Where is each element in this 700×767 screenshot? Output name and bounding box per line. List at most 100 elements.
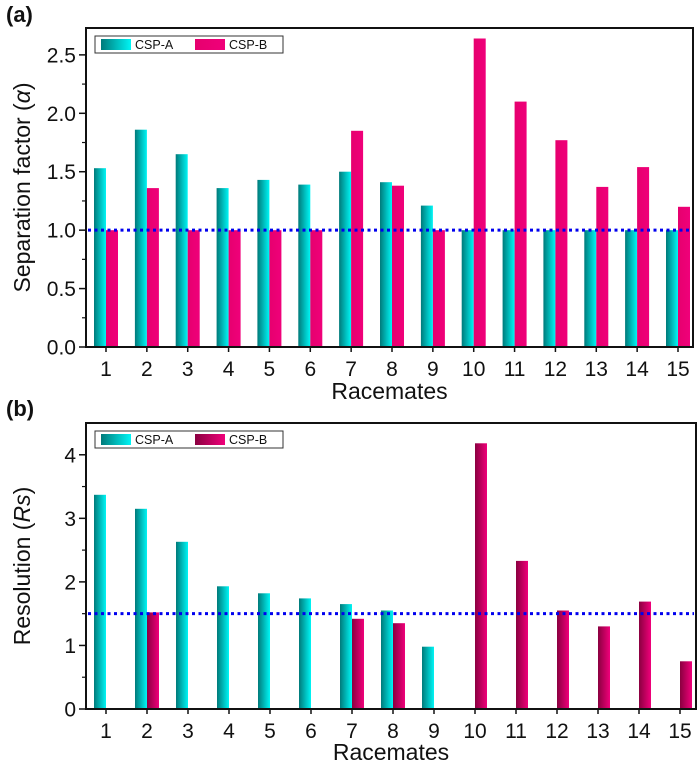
- x-tick-label: 10: [462, 358, 485, 381]
- bar-csp-a-racemate-7: [340, 604, 352, 709]
- x-tick-label: 5: [264, 358, 276, 381]
- bar-csp-a-racemate-11: [502, 230, 515, 347]
- bar-csp-a-racemate-4: [216, 188, 229, 347]
- x-tick-label: 15: [668, 720, 691, 743]
- x-axis-title: Racemates: [333, 739, 449, 765]
- bar-csp-b-racemate-8: [392, 185, 404, 347]
- panel-b: (b)1 2 3 4 5 6 7 8 9 10 11 12 13 14 1501234Resolution …: [6, 396, 697, 765]
- x-tick-label: 11: [504, 358, 526, 381]
- bar-csp-a-racemate-5: [258, 593, 270, 709]
- bar-csp-a-racemate-13: [584, 230, 597, 347]
- legend-swatch-csp-a: [101, 39, 131, 50]
- y-tick-label: 3: [64, 508, 76, 531]
- bar-csp-b-racemate-12: [557, 610, 569, 709]
- x-tick-label: 9: [427, 358, 439, 381]
- panel-a: (a)1 2 3 4 5 6 7 8 9 10 11 12 13 14 150.00.51.01.52.02…: [6, 2, 694, 404]
- y-tick-label: 0.5: [47, 278, 76, 301]
- legend-label-csp-a: CSP-A: [135, 38, 174, 52]
- bar-csp-b-racemate-4: [228, 230, 241, 347]
- x-tick-label: 6: [304, 358, 316, 381]
- legend: CSP-A CSP-B: [94, 430, 284, 449]
- bar-csp-b-racemate-12: [555, 140, 568, 347]
- legend-label-csp-b: CSP-B: [229, 38, 267, 52]
- legend-label-csp-b: CSP-B: [229, 433, 267, 447]
- x-tick-label: 3: [182, 358, 194, 381]
- legend-label-csp-a: CSP-A: [135, 433, 174, 447]
- plot-frame: [85, 27, 694, 348]
- bar-csp-a-racemate-7: [339, 171, 352, 347]
- bar-csp-a-racemate-15: [666, 230, 678, 347]
- bar-csp-a-racemate-9: [420, 205, 433, 347]
- y-axis-title-part: ): [9, 82, 35, 90]
- x-tick-label: 13: [585, 358, 608, 381]
- bar-csp-b-racemate-2: [146, 188, 159, 347]
- x-tick-label: 12: [545, 720, 568, 743]
- x-tick-label: 7: [346, 720, 358, 743]
- x-tick-label: 10: [463, 720, 486, 743]
- x-tick-label: 1: [100, 720, 112, 743]
- bar-csp-b-racemate-7: [352, 618, 364, 709]
- legend-swatch-csp-b: [195, 39, 225, 50]
- bar-csp-b-racemate-14: [637, 167, 650, 347]
- bar-csp-a-racemate-12: [543, 230, 556, 347]
- bar-csp-a-racemate-14: [625, 230, 638, 347]
- x-tick-label: 8: [386, 358, 398, 381]
- legend-box: [94, 35, 284, 54]
- bar-csp-a-racemate-8: [380, 182, 392, 347]
- x-tick-label: 12: [544, 358, 567, 381]
- bar-csp-b-racemate-15: [678, 206, 690, 347]
- bar-csp-a-racemate-1: [94, 168, 106, 347]
- panel-label: (a): [6, 2, 33, 27]
- x-tick-label: 9: [428, 720, 440, 743]
- x-tick-label: 11: [505, 720, 527, 743]
- legend: CSP-A CSP-B: [94, 35, 284, 54]
- bar-csp-b-racemate-5: [269, 230, 282, 347]
- x-tick-label: 8: [387, 720, 399, 743]
- y-axis-title-part: α: [9, 89, 35, 103]
- bar-csp-b-racemate-15: [680, 661, 692, 709]
- bar-csp-b-racemate-10: [475, 443, 487, 709]
- y-tick-label: 1: [64, 635, 76, 658]
- bar-csp-a-racemate-3: [175, 154, 188, 347]
- y-axis-title-part: Resolution (: [9, 522, 35, 645]
- y-axis-title-part: ): [9, 487, 35, 495]
- bar-csp-a-racemate-6: [298, 184, 311, 347]
- y-axis-title-part: Separation factor (: [9, 103, 35, 293]
- x-tick-label: 2: [141, 720, 153, 743]
- bar-csp-a-racemate-1: [94, 494, 106, 709]
- bar-csp-a-racemate-9: [422, 646, 434, 709]
- bar-csp-b-racemate-13: [596, 186, 609, 347]
- x-tick-label: 4: [223, 358, 235, 381]
- x-tick-label: 5: [264, 720, 276, 743]
- x-tick-label: 4: [223, 720, 235, 743]
- bar-csp-b-racemate-13: [598, 626, 610, 709]
- bar-csp-a-racemate-3: [176, 541, 188, 709]
- y-tick-label: 4: [64, 444, 76, 467]
- x-tick-label: 1: [100, 358, 112, 381]
- y-tick-label: 1.5: [47, 161, 76, 184]
- bar-csp-b-racemate-1: [106, 230, 118, 347]
- y-axis-title: Resolution (Rs): [9, 487, 35, 646]
- y-tick-label: 2: [64, 571, 76, 594]
- y-tick-label: 0: [64, 699, 76, 722]
- y-axis-title-part: Rs: [9, 494, 35, 523]
- legend-swatch-csp-b: [195, 434, 225, 445]
- bar-csp-b-racemate-9: [432, 230, 445, 347]
- bar-csp-a-racemate-6: [299, 598, 311, 709]
- bar-csp-a-racemate-10: [461, 230, 474, 347]
- x-tick-label: 13: [586, 720, 609, 743]
- panel-label: (b): [6, 396, 34, 421]
- bar-csp-a-racemate-5: [257, 179, 270, 347]
- bar-csp-b-racemate-11: [516, 560, 528, 709]
- bar-csp-b-racemate-8: [393, 623, 405, 709]
- y-tick-label: 2.0: [47, 103, 76, 126]
- y-tick-label: 1.0: [47, 220, 76, 243]
- bar-csp-b-racemate-3: [187, 230, 200, 347]
- x-axis-title: Racemates: [331, 378, 447, 404]
- x-tick-label: 15: [666, 358, 689, 381]
- legend-swatch-csp-a: [101, 434, 131, 445]
- bar-csp-a-racemate-4: [217, 586, 229, 709]
- y-axis-title: Separation factor (α): [9, 82, 35, 292]
- plot-frame: [85, 422, 697, 710]
- bar-csp-a-racemate-2: [135, 508, 147, 709]
